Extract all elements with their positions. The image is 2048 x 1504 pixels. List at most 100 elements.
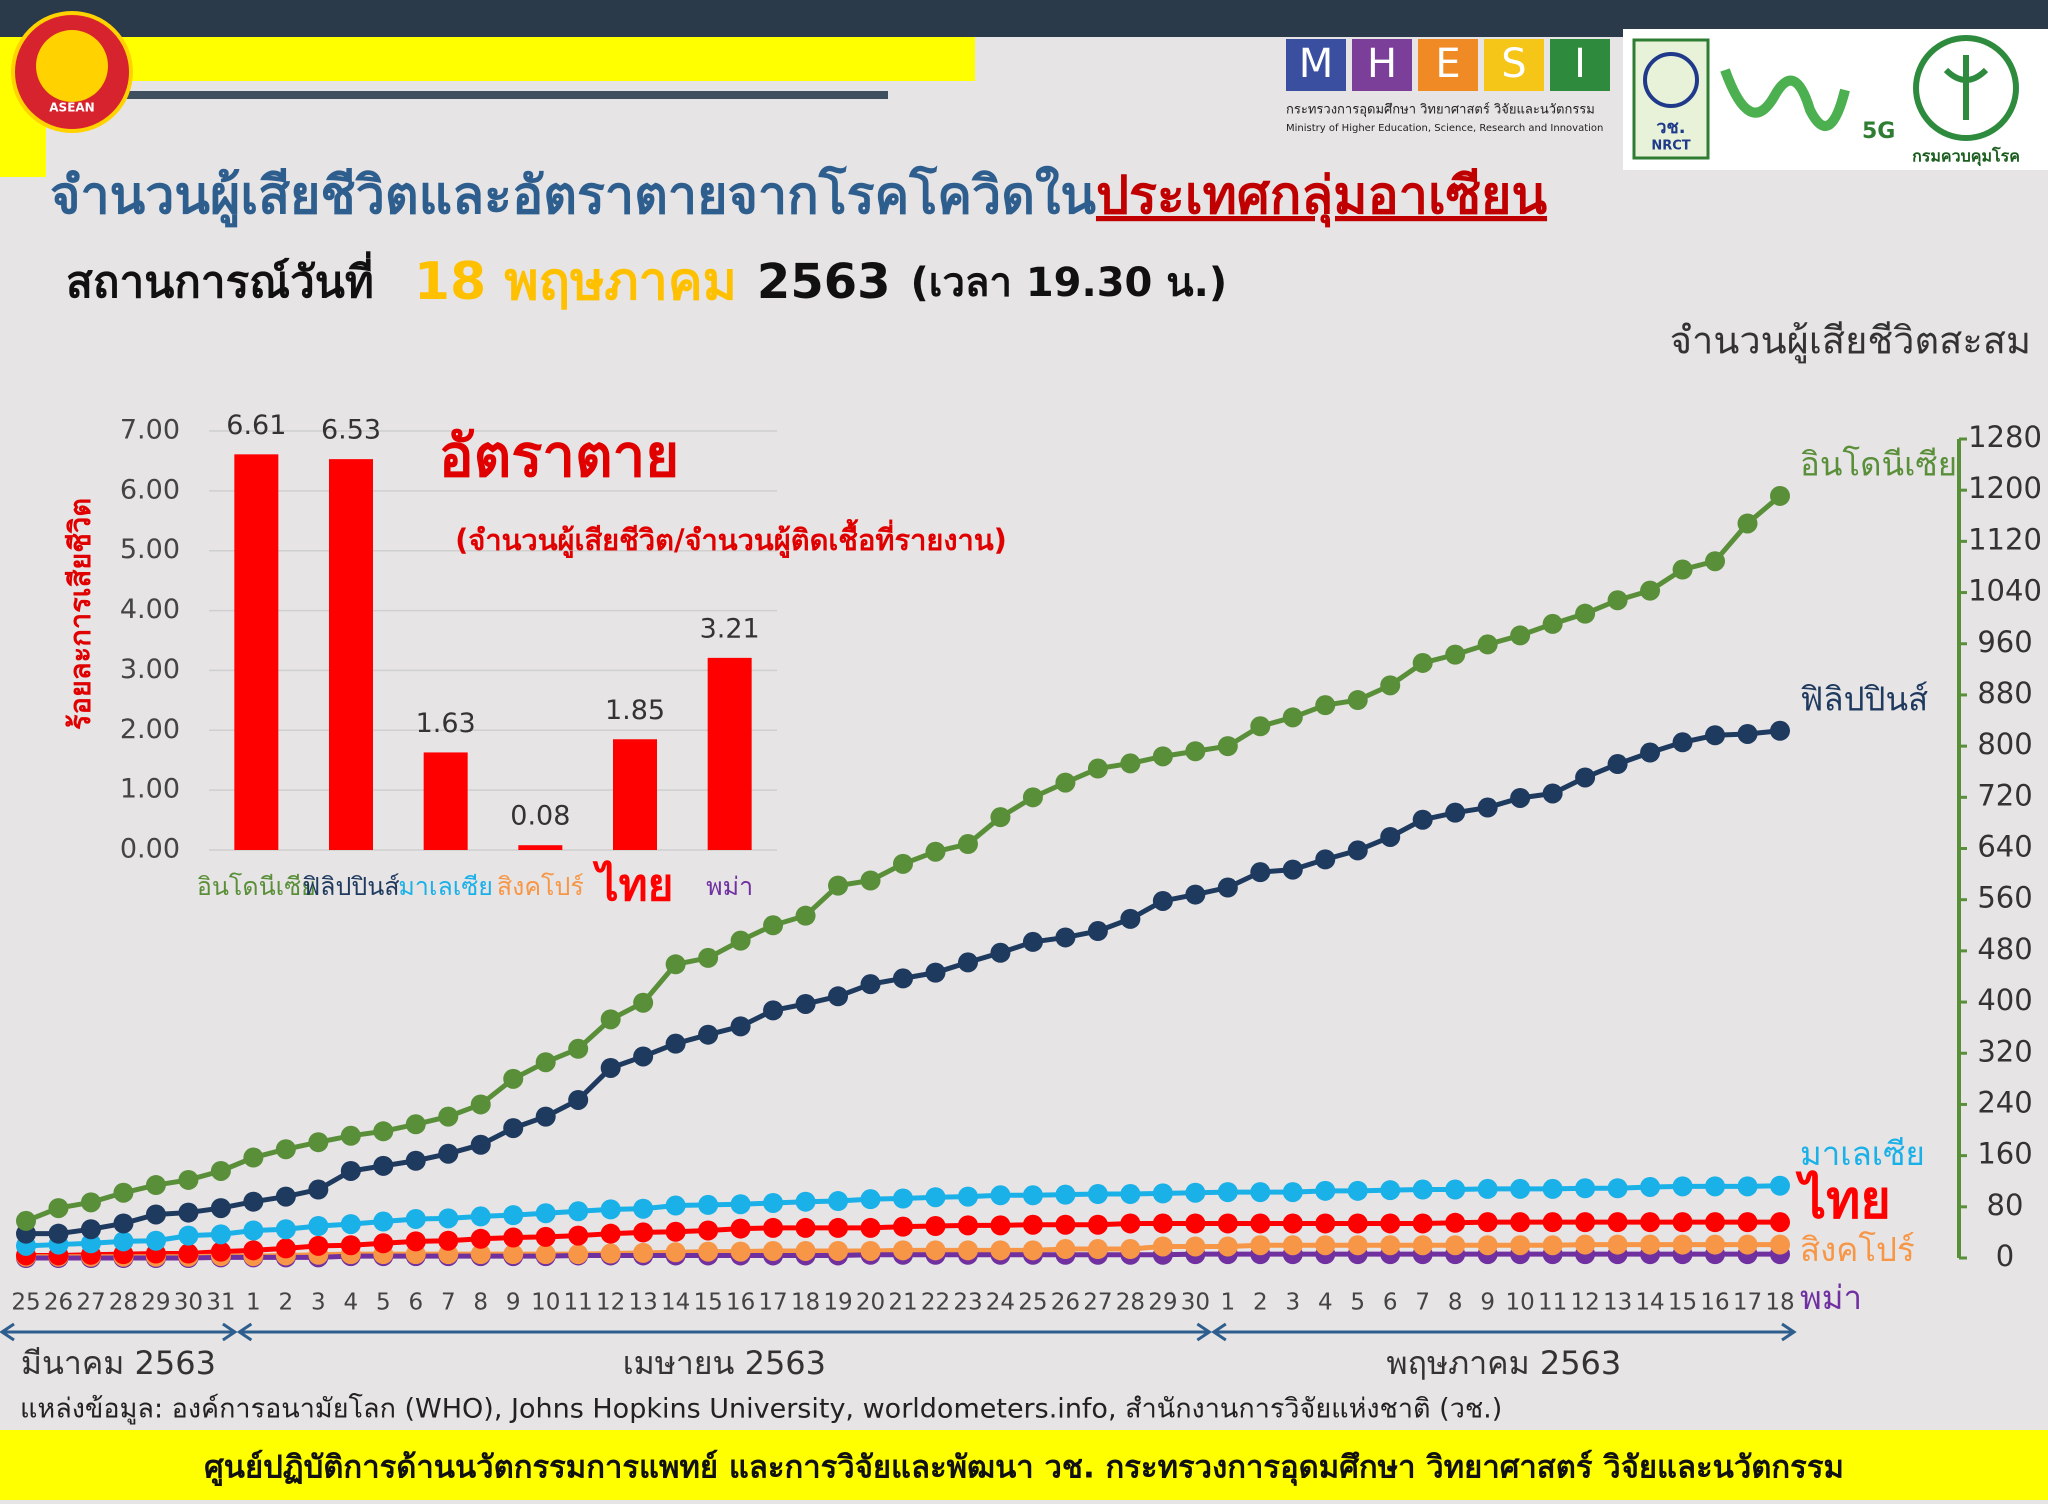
series-point <box>893 1216 913 1237</box>
mhesi-box <box>1418 39 1478 91</box>
y-tick-label: 6.00 <box>120 474 180 505</box>
month-arrow <box>236 1322 1213 1342</box>
series-point <box>1445 1212 1466 1233</box>
bar-subtitle: (จำนวนผู้เสียชีวิต/จำนวนผู้ติดเชื้อที่รา… <box>455 518 1007 558</box>
series-point <box>1217 1213 1238 1234</box>
series-point <box>665 1221 686 1242</box>
series-point <box>600 1199 621 1220</box>
series-point <box>1347 1235 1368 1256</box>
series-point <box>1022 1185 1043 1206</box>
series-point <box>1152 1236 1173 1257</box>
series-point <box>1087 921 1108 942</box>
series-point <box>1770 1175 1790 1196</box>
x-tick-label: 30 <box>174 1290 203 1316</box>
x-tick-label: 25 <box>11 1290 40 1316</box>
y-tick-label: 240 <box>1977 1085 2032 1119</box>
month-label: พฤษภาคม 2563 <box>1387 1344 1622 1382</box>
series-label: มาเลเซีย <box>1800 1134 1925 1173</box>
series-point <box>795 993 816 1014</box>
y-tick-label: 400 <box>1977 983 2032 1017</box>
series-point <box>665 954 686 975</box>
x-tick-label: 24 <box>986 1290 1015 1316</box>
series-point <box>925 1216 946 1237</box>
x-tick-label: 8 <box>473 1290 488 1316</box>
title-banner <box>95 37 975 81</box>
series-point <box>373 1155 394 1176</box>
series-point <box>405 1231 426 1252</box>
series-point <box>1640 1234 1661 1255</box>
series-point <box>308 1179 329 1200</box>
x-tick-label: 4 <box>343 1290 358 1316</box>
series-point <box>893 968 913 989</box>
series-point <box>113 1213 134 1234</box>
series-point <box>1282 1213 1303 1234</box>
footer-band <box>0 1430 2048 1500</box>
series-point <box>1445 1179 1466 1200</box>
mhesi-letter: I <box>1574 41 1586 87</box>
series-point <box>210 1224 231 1245</box>
x-tick-label: สิงคโปร์ <box>497 872 584 901</box>
series-point <box>795 1191 816 1212</box>
series-point <box>1640 1212 1661 1233</box>
series-point <box>633 1198 654 1219</box>
series-point <box>990 942 1011 963</box>
mhesi-letter: S <box>1501 41 1526 87</box>
series-point <box>1185 884 1206 905</box>
series-point <box>1640 742 1661 763</box>
x-tick-label: 26 <box>1051 1290 1080 1316</box>
x-tick-label: 5 <box>1350 1290 1365 1316</box>
series-point <box>243 1191 264 1212</box>
subtitle: สถานการณ์วันที่ 18 พฤษภาคม 2563 (เวลา 19.30… <box>66 251 1227 312</box>
bar <box>518 845 563 850</box>
series-point <box>600 1243 621 1264</box>
series-point <box>275 1186 296 1207</box>
series-point <box>210 1241 231 1262</box>
series-point <box>665 1195 686 1216</box>
series-point <box>1217 736 1238 757</box>
series-point <box>568 1038 589 1059</box>
series-point <box>1250 1182 1271 1203</box>
series-point <box>698 1241 719 1262</box>
series-point <box>1087 1184 1108 1205</box>
series-point <box>1672 732 1693 753</box>
month-arrow <box>1211 1322 1797 1342</box>
x-tick-label: 17 <box>1733 1290 1762 1316</box>
series-point <box>113 1182 134 1203</box>
y-tick-label: 5.00 <box>120 534 180 565</box>
y-tick-label: 560 <box>1977 881 2032 915</box>
series-point <box>568 1225 589 1246</box>
y-tick-label: 480 <box>1977 932 2032 966</box>
y-tick-label: 800 <box>1977 727 2032 761</box>
series-point <box>1705 551 1726 572</box>
series-point <box>470 1206 491 1227</box>
series-point <box>1640 580 1661 601</box>
series-point <box>730 1241 751 1262</box>
series-point <box>1705 1234 1726 1255</box>
y-tick-label: 2.00 <box>120 714 180 745</box>
series-point <box>925 1187 946 1208</box>
x-tick-label: 7 <box>1415 1290 1430 1316</box>
series-point <box>1737 1176 1758 1197</box>
series-point <box>1607 1212 1628 1233</box>
bar <box>234 454 279 850</box>
series-point <box>113 1231 134 1252</box>
y-tick-label: 960 <box>1977 625 2032 659</box>
series-point <box>438 1230 459 1251</box>
series-point <box>405 1208 426 1229</box>
series-point <box>1120 1213 1141 1234</box>
series-point <box>1607 1178 1628 1199</box>
series-point <box>1217 1182 1238 1203</box>
series-point <box>1022 1240 1043 1261</box>
series-point <box>535 1226 556 1247</box>
series-point <box>1120 908 1141 929</box>
series-point <box>438 1143 459 1164</box>
bar-title: อัตราตาย <box>439 422 679 490</box>
series-point <box>1477 634 1498 655</box>
series-point <box>1380 826 1401 847</box>
x-tick-label: อินโดนีเซีย <box>197 872 316 901</box>
series-point <box>1672 1212 1693 1233</box>
asean-emblem <box>36 30 108 102</box>
series-point <box>1250 862 1271 883</box>
series-point <box>730 1218 751 1239</box>
